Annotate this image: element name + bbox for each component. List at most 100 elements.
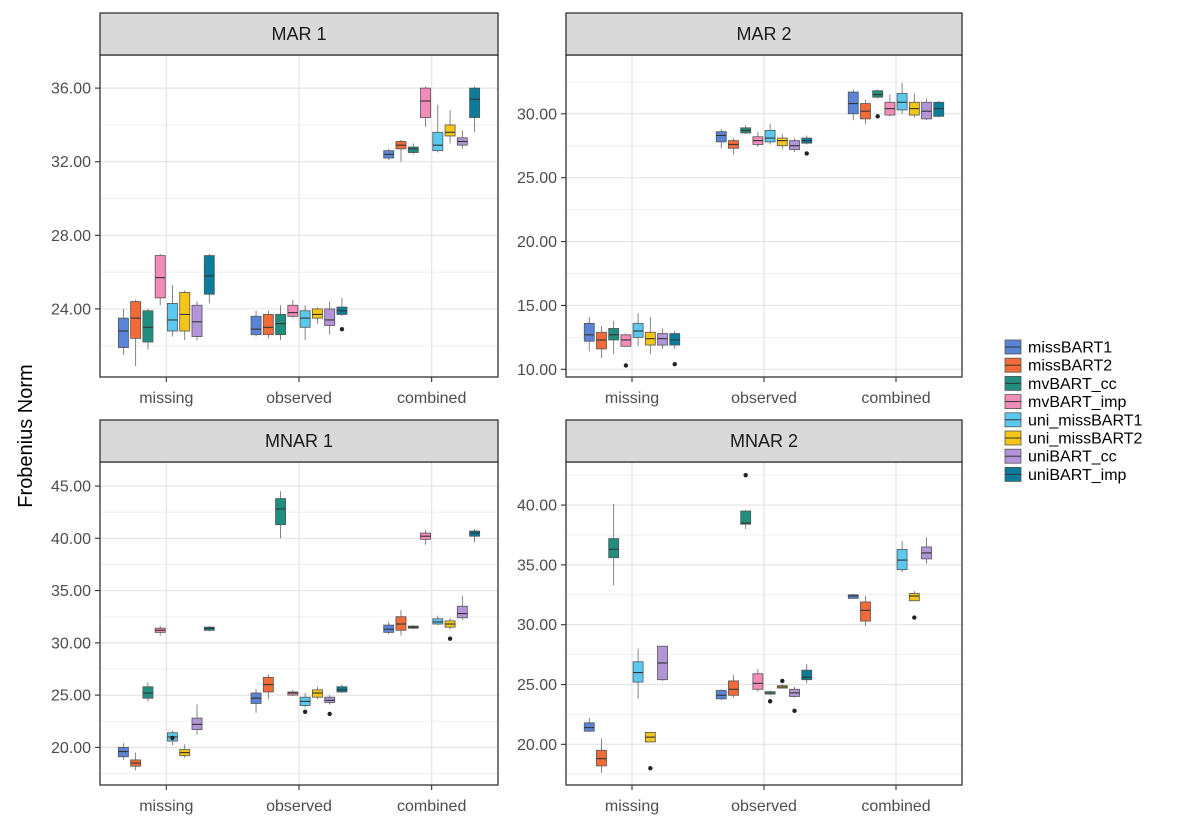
box-mvBART_cc-combined xyxy=(872,89,884,119)
box-uniBART_cc-observed xyxy=(789,686,800,714)
box-mvBART_imp-observed xyxy=(752,668,764,692)
outlier-point xyxy=(912,615,917,620)
box-iqr xyxy=(657,333,668,346)
box-uniBART_cc-combined xyxy=(921,537,932,564)
box-uni_missBART1-observed xyxy=(764,124,776,145)
legend-item-uni_missBART2: uni_missBART2 xyxy=(1004,431,1143,448)
y-axis-title: Frobenius Norm xyxy=(15,364,37,507)
x-tick-label: missing xyxy=(605,798,659,815)
box-iqr xyxy=(432,131,444,152)
x-tick-label: missing xyxy=(605,390,659,407)
box-missBART2-combined xyxy=(395,610,407,636)
box-uni_missBART1-combined xyxy=(432,104,444,153)
box-mvBART_imp-combined xyxy=(420,86,431,127)
box-uniBART_cc-missing xyxy=(657,328,668,349)
box-iqr xyxy=(801,669,813,681)
panel-mar-1: MAR 1 24.00 28.00 32.00 36.00 missing observed… xyxy=(51,12,499,407)
panel-mnar-2: MNAR 2 20.00 25.00 30.00 35.00 40.00 missing ob… xyxy=(517,419,963,815)
x-tick-label: observed xyxy=(731,390,797,407)
outlier-point xyxy=(447,636,453,641)
box-iqr xyxy=(933,101,945,117)
y-tick-label: 35.00 xyxy=(51,583,91,600)
y-tick-label: 20.00 xyxy=(517,737,557,754)
box-iqr xyxy=(596,331,607,350)
box-uni_missBART2-observed xyxy=(776,678,788,689)
box-iqr xyxy=(456,605,468,619)
y-tick-label: 28.00 xyxy=(51,228,91,245)
y-tick-label: 45.00 xyxy=(51,479,91,496)
box-uni_missBART1-missing xyxy=(167,285,178,337)
panel-mar-2: MAR 2 10.00 15.00 20.00 25.00 30.00 missing obs… xyxy=(517,12,963,407)
box-iqr xyxy=(420,87,431,118)
box-iqr xyxy=(262,314,274,336)
box-iqr xyxy=(444,124,456,137)
outlier-point xyxy=(672,362,677,367)
box-iqr xyxy=(860,601,871,622)
box-mvBART_imp-observed xyxy=(287,689,299,697)
x-tick-label: missing xyxy=(139,390,193,407)
box-iqr xyxy=(896,548,908,571)
legend-item-uni_missBART1: uni_missBART1 xyxy=(1004,412,1143,429)
y-tick-label: 30.00 xyxy=(517,617,557,634)
box-iqr xyxy=(203,255,215,295)
y-tick-label: 30.00 xyxy=(51,635,91,652)
box-uni_missBART2-combined xyxy=(444,617,456,641)
outlier-point xyxy=(327,711,332,717)
box-uniBART_imp-combined xyxy=(469,86,481,133)
box-iqr xyxy=(608,538,620,559)
y-tick-label: 25.00 xyxy=(51,688,91,705)
outlier-point xyxy=(804,151,809,156)
box-uniBART_imp-observed xyxy=(801,664,813,684)
legend-item-missBART1: missBART1 xyxy=(1004,340,1112,357)
outlier-point xyxy=(339,326,345,332)
box-iqr xyxy=(191,304,203,337)
outlier-point xyxy=(302,709,308,715)
box-uniBART_imp-combined xyxy=(469,528,481,543)
box-iqr xyxy=(752,673,764,690)
box-iqr xyxy=(142,310,154,343)
legend-label: uniBART_imp xyxy=(1028,467,1127,484)
box-iqr xyxy=(299,310,311,328)
box-uniBART_imp-missing xyxy=(203,253,215,304)
box-mvBART_cc-missing xyxy=(608,320,620,354)
box-uniBART_imp-combined xyxy=(933,101,945,118)
box-missBART2-missing xyxy=(130,752,142,771)
legend-label: mvBART_imp xyxy=(1028,394,1126,411)
box-uni_missBART2-observed xyxy=(311,307,323,324)
x-tick-label: combined xyxy=(861,798,930,815)
box-iqr xyxy=(764,129,776,143)
box-missBART1-observed xyxy=(715,129,727,149)
box-uniBART_cc-missing xyxy=(191,704,203,735)
box-iqr xyxy=(921,101,932,120)
y-tick-label: 36.00 xyxy=(51,81,91,98)
box-iqr xyxy=(311,308,323,319)
box-mvBART_imp-missing xyxy=(154,626,166,636)
box-iqr xyxy=(287,304,299,317)
box-iqr xyxy=(596,749,607,767)
box-iqr xyxy=(407,146,419,153)
box-uniBART_cc-combined xyxy=(456,130,468,149)
box-mvBART_cc-combined xyxy=(407,625,419,630)
box-iqr xyxy=(669,333,681,346)
box-iqr xyxy=(275,498,287,526)
box-uniBART_cc-combined xyxy=(921,98,932,121)
box-mvBART_imp-missing xyxy=(154,253,166,306)
box-uniBART_cc-observed xyxy=(789,138,800,153)
box-mvBART_imp-combined xyxy=(420,529,431,545)
box-missBART2-observed xyxy=(728,674,739,698)
box-missBART2-observed xyxy=(728,138,739,155)
box-iqr xyxy=(776,137,788,147)
box-uniBART_imp-missing xyxy=(669,331,681,367)
box-iqr xyxy=(740,510,752,525)
y-tick-label: 32.00 xyxy=(51,154,91,171)
y-tick-label: 24.00 xyxy=(51,301,91,318)
legend-item-uniBART_imp: uniBART_imp xyxy=(1004,467,1127,484)
legend-item-uniBART_cc: uniBART_cc xyxy=(1004,449,1117,466)
box-missBART1-missing xyxy=(583,718,595,733)
box-missBART1-missing xyxy=(117,743,129,760)
legend-label: missBART2 xyxy=(1028,358,1112,375)
y-tick-label: 10.00 xyxy=(517,362,557,379)
box-mvBART_imp-combined xyxy=(884,94,896,117)
y-tick-label: 30.00 xyxy=(517,106,557,123)
